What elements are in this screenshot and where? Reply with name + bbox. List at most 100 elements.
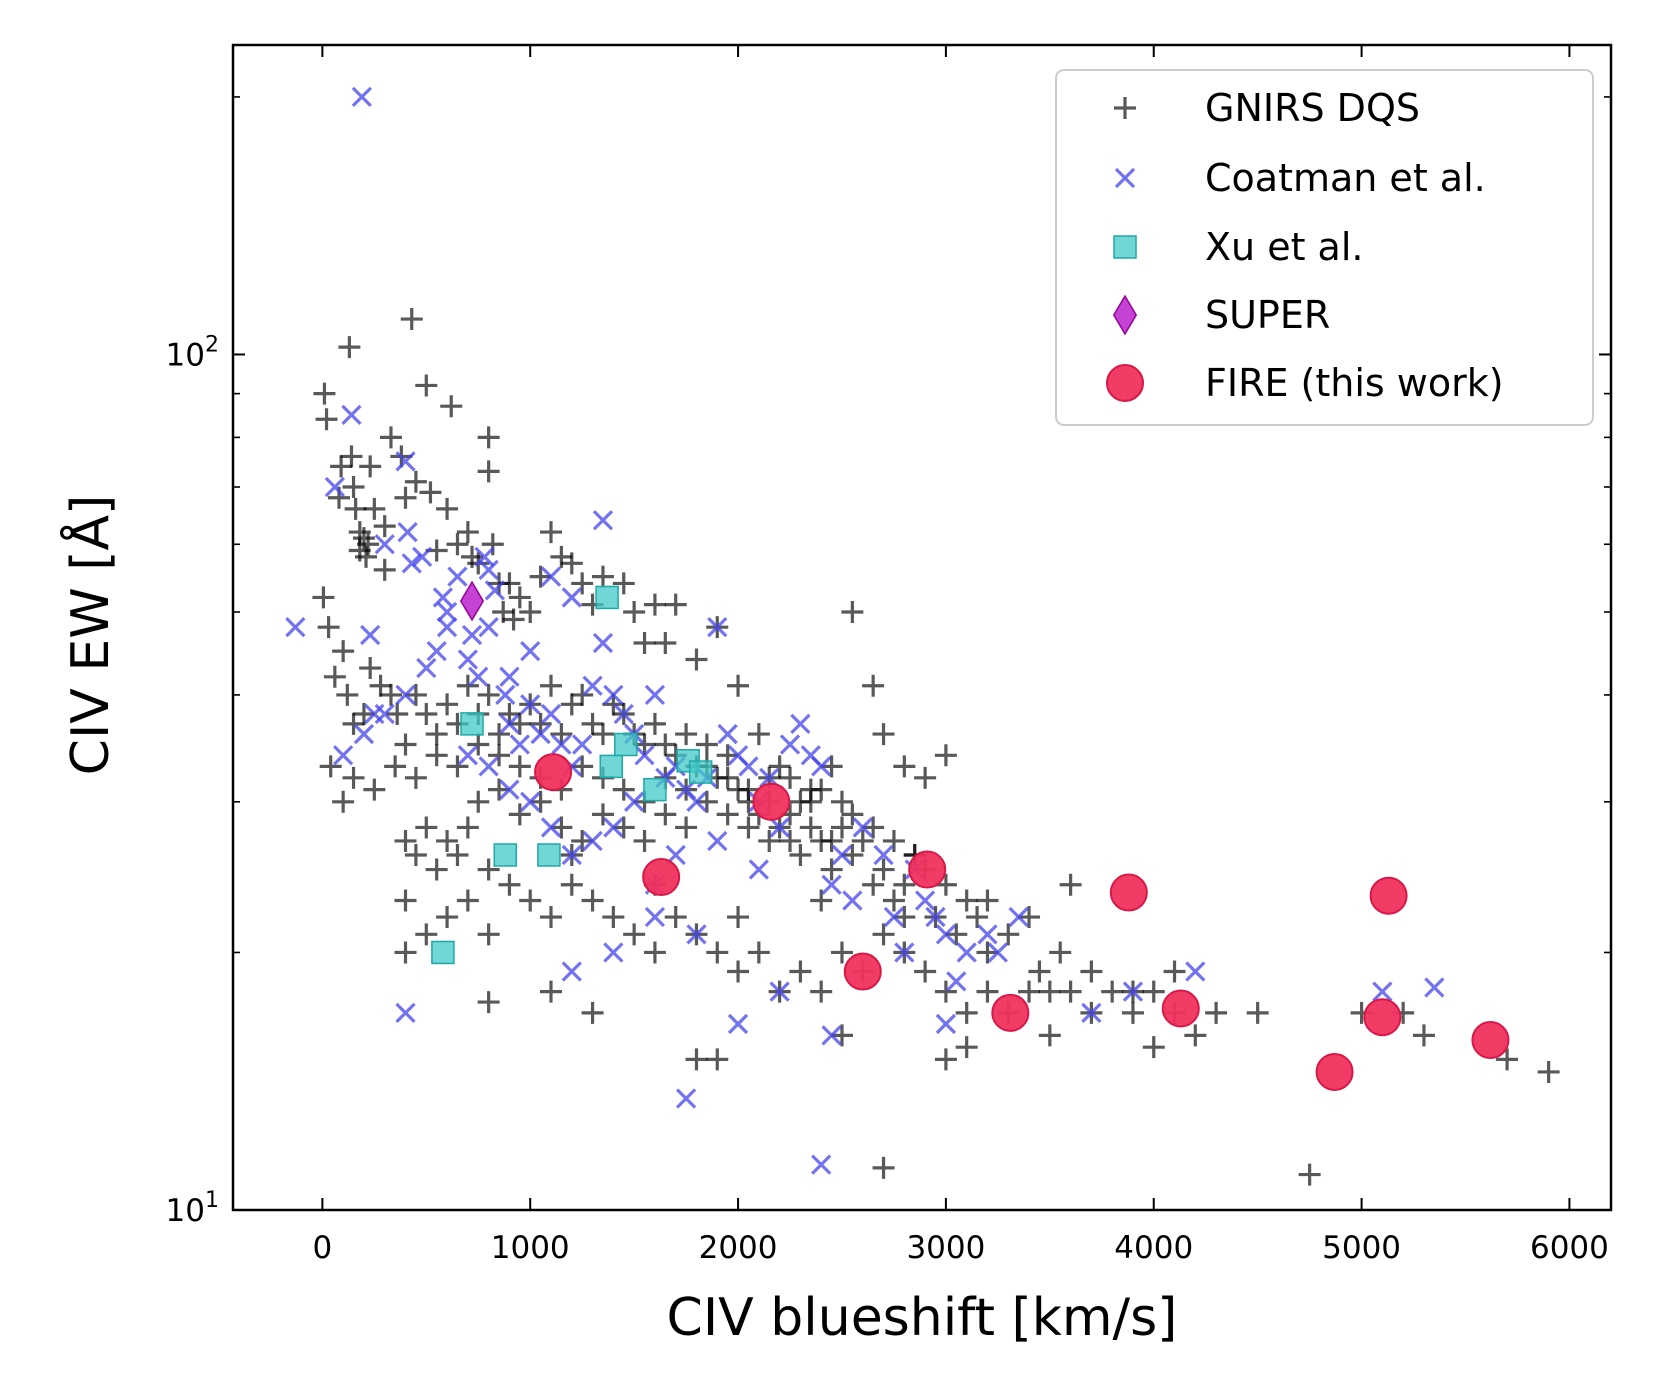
legend: GNIRS DQS Coatman et al. Xu et al. SUPER FIR…	[1055, 69, 1594, 426]
data-point	[401, 553, 422, 574]
data-point	[488, 778, 511, 801]
legend-label: Xu et al.	[1205, 225, 1363, 269]
data-point	[956, 942, 977, 963]
data-point	[934, 1048, 957, 1071]
x-axis-title: CIV blueshift [km/s]	[667, 1288, 1178, 1348]
data-point	[872, 723, 895, 746]
data-point	[415, 374, 438, 397]
data-point	[945, 923, 968, 946]
data-point	[946, 971, 967, 992]
data-point	[644, 906, 666, 928]
data-point	[841, 803, 864, 826]
data-point	[324, 476, 345, 498]
data-point	[1049, 941, 1072, 964]
data-point	[727, 906, 750, 929]
data-point	[341, 404, 362, 425]
data-point	[412, 546, 433, 567]
data-point	[591, 803, 614, 826]
data-point	[431, 940, 455, 965]
data-point	[425, 858, 448, 881]
data-point	[384, 755, 407, 778]
y-tick-label: 101	[166, 1188, 219, 1229]
data-point	[1298, 1163, 1321, 1186]
data-point	[319, 755, 342, 778]
data-point	[595, 585, 619, 610]
legend-box	[1055, 69, 1594, 426]
series-super	[459, 580, 485, 622]
data-point	[843, 952, 882, 991]
data-point	[332, 790, 355, 813]
data-point	[1018, 980, 1041, 1003]
data-point	[529, 712, 552, 735]
data-point	[404, 683, 427, 706]
data-point	[935, 1013, 957, 1035]
data-point	[561, 961, 582, 982]
data-point	[540, 980, 562, 1003]
data-point	[425, 723, 448, 746]
data-point	[360, 624, 381, 646]
data-point	[623, 601, 646, 624]
data-point	[1363, 998, 1402, 1037]
data-point	[582, 830, 603, 852]
data-point	[654, 803, 677, 826]
x-tick-label: 2000	[699, 1230, 778, 1266]
data-point	[976, 889, 999, 912]
data-point	[519, 601, 542, 624]
data-point	[374, 703, 395, 725]
data-point	[330, 455, 353, 478]
data-point	[612, 816, 635, 839]
data-point	[571, 755, 594, 778]
data-point	[737, 816, 760, 839]
legend-item: Xu et al.	[1113, 225, 1363, 269]
legend-label: FIRE (this work)	[1205, 361, 1504, 405]
data-point	[456, 889, 479, 912]
data-point	[572, 734, 593, 755]
data-point	[976, 980, 999, 1003]
x-tick-label: 0	[313, 1230, 333, 1266]
data-point	[883, 906, 905, 928]
data-point	[612, 778, 635, 801]
data-point	[395, 1002, 416, 1023]
data-point	[342, 712, 365, 735]
data-point	[478, 617, 499, 638]
data-point	[873, 844, 894, 866]
data-point	[478, 559, 499, 581]
data-point	[603, 817, 624, 838]
data-point	[664, 593, 687, 616]
data-point	[789, 843, 812, 866]
data-point	[355, 545, 378, 568]
data-point	[540, 674, 562, 697]
data-point	[716, 803, 739, 826]
data-point	[810, 889, 833, 912]
data-point	[654, 631, 677, 654]
data-point	[477, 923, 500, 946]
legend-marker	[1112, 294, 1138, 336]
data-point	[914, 960, 937, 983]
data-point	[397, 521, 418, 543]
series-xu-et-al	[431, 585, 713, 965]
data-point	[706, 1048, 729, 1071]
data-point	[520, 694, 541, 715]
data-point	[520, 791, 541, 812]
data-point	[338, 336, 361, 359]
data-point	[977, 924, 998, 945]
data-point	[477, 460, 500, 483]
y-tick-label: 102	[166, 332, 219, 373]
data-point	[752, 782, 791, 821]
data-point	[830, 816, 853, 839]
data-point	[1059, 873, 1082, 896]
series-gnirs-dqs	[312, 308, 1560, 1186]
data-point	[550, 816, 573, 839]
data-point	[1496, 1048, 1519, 1071]
data-point	[509, 734, 530, 755]
data-point	[830, 790, 853, 813]
data-point	[934, 744, 957, 767]
data-point	[394, 486, 417, 509]
data-point	[1038, 1024, 1061, 1047]
data-point	[779, 829, 802, 852]
plot-frame	[231, 43, 1613, 1212]
data-point	[520, 641, 541, 662]
data-point	[642, 858, 681, 897]
data-point	[459, 580, 485, 622]
